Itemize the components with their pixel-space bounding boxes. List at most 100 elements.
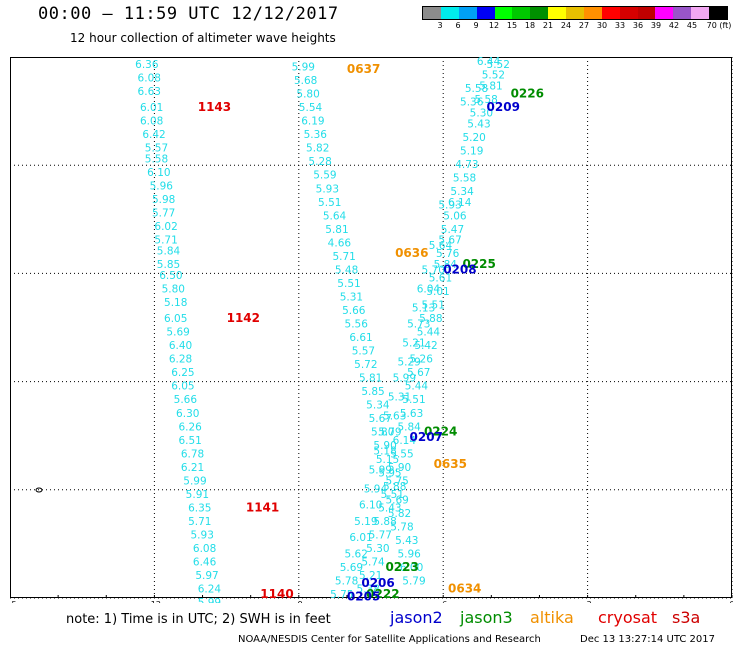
colorbar-label: 42 [668, 21, 680, 30]
legend-item-jason2: jason2 [390, 608, 443, 627]
colorbar-label: 27 [578, 21, 590, 30]
swh-value: 6.50 [159, 270, 182, 282]
swh-value: 5.91 [186, 489, 209, 501]
swh-value: 5.90 [373, 440, 396, 452]
swh-value: 5.78 [335, 575, 358, 587]
swh-value: 5.58 [465, 83, 488, 95]
swh-value: 5.69 [340, 562, 363, 574]
colorbar-label: 39 [650, 21, 662, 30]
swh-value: 6.78 [181, 448, 204, 460]
swh-value: 6.36 [135, 59, 159, 71]
swh-value: 5.06 [443, 210, 467, 222]
swh-value: 6.61 [349, 332, 372, 344]
colorbar-swatch [655, 7, 674, 19]
colorbar-swatch [458, 7, 477, 19]
swh-value: 5.79 [402, 575, 425, 587]
swh-value: 5.99 [369, 465, 392, 477]
swh-value: 5.75 [385, 475, 408, 487]
swh-value: 5.47 [441, 224, 464, 236]
swh-value: 6.51 [178, 435, 201, 447]
swh-value: 5.80 [296, 89, 319, 101]
swh-value: 4.73 [455, 159, 478, 171]
swh-value: 5.13 [412, 302, 435, 314]
swh-value: 6.30 [176, 408, 199, 420]
swh-value: 5.80 [162, 283, 185, 295]
swh-value: 5.97 [195, 570, 218, 582]
swh-value: 5.76 [436, 248, 460, 260]
swh-value: 5.36 [460, 97, 484, 109]
x-tick-label: -12 [148, 600, 161, 603]
pass-time-label: 0636 [395, 246, 428, 260]
pass-time-label: 0225 [462, 257, 495, 271]
swh-value: 5.48 [335, 264, 358, 276]
colorbar-swatch [548, 7, 566, 19]
swh-value: 5.88 [419, 313, 442, 325]
swh-value: 5.34 [450, 186, 474, 198]
swh-value: 5.58 [145, 153, 168, 165]
swh-value: 5.20 [462, 132, 485, 144]
swh-value: 5.78 [390, 521, 413, 533]
pass-time-label: 0634 [448, 582, 481, 596]
swh-value: 4.66 [328, 237, 352, 249]
swh-value: 5.51 [402, 394, 425, 406]
swh-value: 5.42 [414, 340, 437, 352]
colorbar-swatch [512, 7, 531, 19]
swh-value: 6.19 [301, 116, 324, 128]
swh-value: 5.57 [145, 143, 168, 155]
pass-time-label: 0635 [434, 457, 467, 471]
swh-value: 5.88 [383, 481, 406, 493]
swh-value: 5.71 [154, 235, 177, 247]
colorbar-label: 15 [506, 21, 518, 30]
swh-value: 5.71 [332, 251, 355, 263]
colorbar-swatch [566, 7, 584, 19]
swh-value: 6.01 [349, 532, 372, 544]
swh-value: 6.25 [171, 367, 194, 379]
swh-value: 5.67 [407, 367, 430, 379]
colorbar-swatch [530, 7, 549, 19]
swh-value: 5.75 [330, 589, 353, 601]
swh-value: 5.84 [397, 421, 421, 433]
swh-value: 5.66 [174, 394, 198, 406]
x-tick-label: 0 [729, 600, 733, 603]
pass-time-label: 0208 [443, 262, 476, 276]
swh-value: 5.58 [474, 94, 497, 106]
swh-value: 5.31 [340, 291, 363, 303]
swh-value: 5.54 [299, 102, 323, 114]
pass-time-label: 1141 [246, 500, 279, 514]
swh-value: 5.67 [369, 413, 392, 425]
swh-value: 5.56 [345, 319, 369, 331]
legend-item-jason3: jason3 [460, 608, 513, 627]
swh-value: 5.43 [378, 502, 401, 514]
swh-value: 5.99 [292, 62, 315, 74]
x-tick-label: -15 [10, 600, 17, 603]
swh-value: 5.21 [402, 337, 425, 349]
swh-value: 5.34 [366, 400, 390, 412]
swh-value: 5.99 [393, 373, 416, 385]
colorbar-swatch [691, 7, 709, 19]
swh-value: 5.01 [426, 286, 449, 298]
pass-time-label: 1143 [198, 100, 231, 114]
swh-value: 5.18 [373, 446, 396, 458]
swh-value: 5.96 [150, 181, 174, 193]
swh-value: 5.30 [366, 543, 389, 555]
swh-value: 5.82 [388, 508, 411, 520]
swh-value: 6.02 [154, 221, 177, 233]
swh-value: 5.19 [354, 516, 377, 528]
wave-height-map: -15-12-9-6-300-2-4-6-8-106.436.366.086.6… [10, 57, 733, 603]
pass-time-label: 0205 [347, 590, 380, 603]
swh-value: 5.71 [188, 516, 211, 528]
swh-value: 5.93 [438, 199, 461, 211]
swh-value: 6.05 [164, 313, 187, 325]
pass-time-label: 1140 [260, 587, 293, 601]
footer-credit: NOAA/NESDIS Center for Satellite Applica… [238, 634, 541, 645]
pass-time-label: 0222 [366, 587, 399, 601]
swh-value: 5.64 [323, 210, 347, 222]
swh-value: 6.04 [417, 283, 441, 295]
colorbar-label: 9 [473, 21, 479, 30]
colorbar-label: 12 [488, 21, 500, 30]
pass-time-label: 0206 [361, 576, 394, 590]
swh-value: 6.28 [169, 354, 192, 366]
swh-value: 5.96 [397, 548, 421, 560]
colorbar-label: 21 [542, 21, 554, 30]
